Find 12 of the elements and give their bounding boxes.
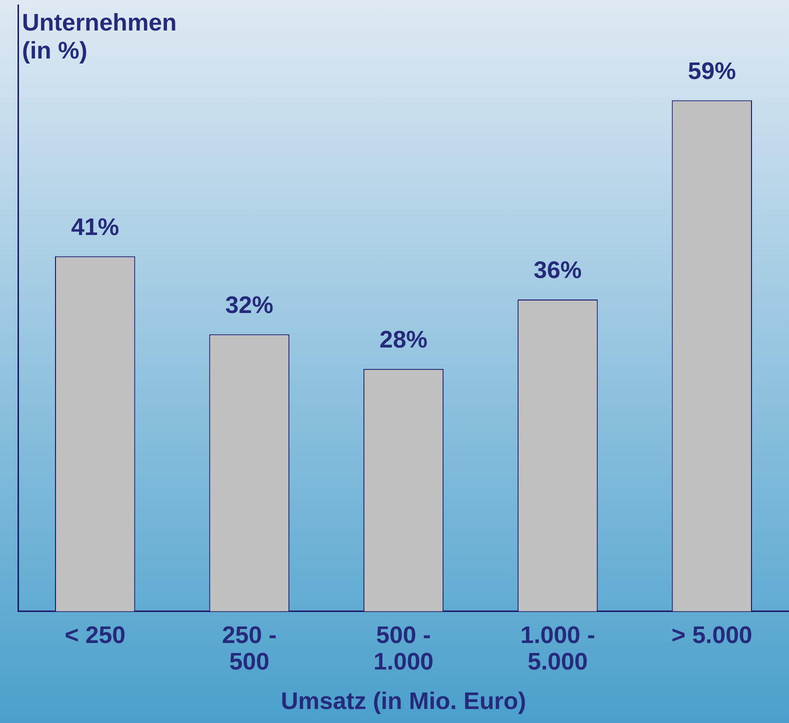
data-label: 41% — [71, 214, 120, 241]
y-axis-title: Unternehmen (in %) — [22, 10, 177, 65]
x-tick-label: < 250 — [64, 622, 126, 650]
data-label: 36% — [534, 257, 582, 284]
x-tick-label: 500 - 1.000 — [373, 622, 434, 676]
data-label: 32% — [225, 292, 274, 319]
x-tick-label: 250 - 500 — [222, 622, 277, 676]
data-label: 59% — [688, 58, 736, 85]
x-tick-label: 1.000 - 5.000 — [520, 622, 596, 676]
data-label: 28% — [379, 326, 428, 354]
x-axis-title: Umsatz (in Mio. Euro) — [280, 688, 526, 716]
x-tick-label: > 5.000 — [672, 622, 752, 650]
